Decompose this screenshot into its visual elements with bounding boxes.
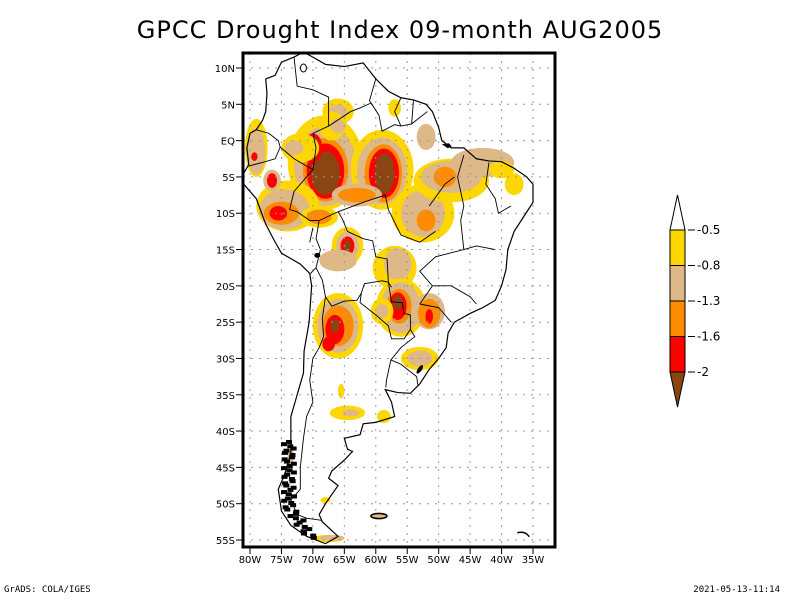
chile-fjord-island xyxy=(284,460,290,464)
lon-tick-label: 70W xyxy=(302,555,325,566)
chile-fjord-island xyxy=(287,464,293,468)
lat-tick-label: 25S xyxy=(216,318,235,329)
grads-credit: GrADS: COLA/IGES xyxy=(4,585,91,595)
chile-fjord-island xyxy=(306,527,312,531)
lat-tick-label: 5N xyxy=(221,100,235,111)
latitude-axis: 10N 5N EQ 5S 10S 15S 20S 25S 30S 35S 40S 45S 50S 55S xyxy=(215,64,243,547)
lon-tick-label: 55W xyxy=(396,555,419,566)
lon-tick-label: 80W xyxy=(239,555,262,566)
lon-tick-label: 35W xyxy=(522,555,545,566)
colorbar-level-label: -0.8 xyxy=(697,259,720,273)
colorbar-top-arrow xyxy=(670,195,685,230)
colorbar-level-label: -0.5 xyxy=(697,223,720,237)
chile-fjord-island xyxy=(286,492,292,496)
drought-map: 10N5NEQ5S10S15S20S25S30S35S40S45S50S55S … xyxy=(0,0,800,600)
lat-tick-label: 30S xyxy=(216,354,235,365)
lat-tick-label: 40S xyxy=(216,427,235,438)
chile-fjord-island xyxy=(284,508,290,512)
chile-fjord-island xyxy=(291,447,297,451)
chile-fjord-island xyxy=(293,516,299,520)
drought-shade-67 xyxy=(338,384,344,399)
lat-tick-label: 35S xyxy=(216,391,235,402)
border-line-4 xyxy=(412,100,414,124)
chile-fjord-island xyxy=(291,470,297,474)
colorbar-swatch xyxy=(670,266,685,302)
lat-tick-label: 50S xyxy=(216,500,235,511)
lake-maracaibo xyxy=(300,64,306,72)
lat-tick-label: 20S xyxy=(216,282,235,293)
chile-fjord-island xyxy=(293,512,299,516)
colorbar-bottom-arrow xyxy=(670,372,685,407)
lat-tick-label: 55S xyxy=(216,536,235,547)
colorbar-swatch xyxy=(670,230,685,266)
chile-fjord-island xyxy=(290,503,296,507)
colorbar-level-label: -1.6 xyxy=(697,330,720,344)
border-line-12 xyxy=(386,360,391,388)
lat-tick-label: 5S xyxy=(222,173,235,184)
chile-fjord-island xyxy=(281,499,287,503)
drought-shade-69 xyxy=(342,409,358,416)
chile-fjord-island xyxy=(287,488,293,492)
drought-shade-22 xyxy=(251,152,257,161)
drought-shade-11 xyxy=(375,153,395,194)
lake-titicaca xyxy=(314,253,320,258)
longitude-axis: 80W 75W 70W 65W 60W 55W 50W 45W 40W 35W xyxy=(239,547,545,566)
drought-shade-47 xyxy=(417,124,436,150)
drought-shade-58 xyxy=(425,309,433,324)
drought-shade-17 xyxy=(330,119,345,134)
colorbar-swatch xyxy=(670,337,685,373)
chile-fjord-island xyxy=(301,531,307,535)
lat-tick-label: 45S xyxy=(216,463,235,474)
timestamp: 2021-05-13-11:14 xyxy=(693,585,780,595)
lon-tick-label: 75W xyxy=(270,555,293,566)
chile-fjord-island xyxy=(282,451,288,455)
drought-shade-35 xyxy=(319,250,357,272)
lon-tick-label: 45W xyxy=(459,555,482,566)
drought-shade-28 xyxy=(267,173,277,188)
chile-fjord-island xyxy=(289,455,295,459)
chile-fjord-island xyxy=(291,494,297,498)
lon-tick-label: 60W xyxy=(364,555,387,566)
chile-fjord-island xyxy=(294,523,300,527)
chile-fjord-island xyxy=(283,484,289,488)
chile-fjord-island xyxy=(288,514,294,518)
south-georgia xyxy=(517,532,529,537)
border-line-18 xyxy=(464,246,495,250)
colorbar-swatch xyxy=(670,301,685,337)
lat-tick-label: 10N xyxy=(215,64,235,75)
colorbar-level-label: -2 xyxy=(697,365,709,379)
chile-fjord-island xyxy=(311,536,317,540)
lon-tick-label: 50W xyxy=(427,555,450,566)
lat-tick-label: EQ xyxy=(221,137,235,148)
lat-tick-label: 15S xyxy=(216,246,235,257)
chile-fjord-island xyxy=(290,479,296,483)
chile-fjord-island xyxy=(281,442,287,446)
chile-fjord-island xyxy=(282,475,288,479)
drought-shade-63 xyxy=(330,319,339,334)
chile-fjord-island xyxy=(281,466,287,470)
lon-tick-label: 40W xyxy=(490,555,513,566)
lat-tick-label: 10S xyxy=(216,209,235,220)
lon-tick-label: 65W xyxy=(333,555,356,566)
colorbar-legend: -0.5 -0.8 -1.3 -1.6 -2 xyxy=(670,195,720,407)
border-line-21 xyxy=(310,228,313,243)
colorbar-level-label: -1.3 xyxy=(697,294,720,308)
drought-shade-64 xyxy=(322,337,335,352)
